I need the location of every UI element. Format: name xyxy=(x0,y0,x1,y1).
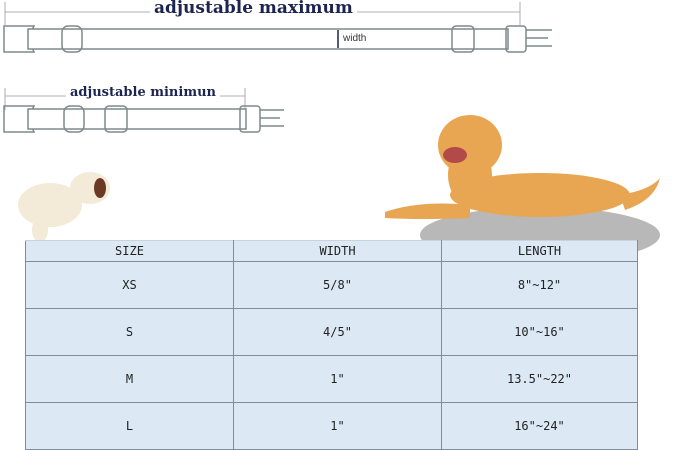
puppy-illustration xyxy=(18,172,110,242)
collar-min xyxy=(3,88,284,133)
cell-size: L xyxy=(25,402,234,450)
table-row: L 1" 16"~24" xyxy=(25,402,638,450)
size-table: SIZE WIDTH LENGTH XS 5/8" 8"~12" S 4/5" … xyxy=(25,240,638,450)
cell-length: 10"~16" xyxy=(441,308,638,356)
golden-dog-illustration xyxy=(385,115,660,219)
cell-size: S xyxy=(25,308,234,356)
cell-width: 5/8" xyxy=(233,261,442,309)
table-row: M 1" 13.5"~22" xyxy=(25,355,638,403)
table-row: XS 5/8" 8"~12" xyxy=(25,261,638,309)
collar-max xyxy=(3,2,552,53)
adjustable-minimum-label: adjustable minimun xyxy=(66,85,220,100)
adjustable-maximum-label: adjustable maximum xyxy=(150,0,357,18)
width-label: width xyxy=(343,33,367,44)
header-size: SIZE xyxy=(25,240,234,262)
table-header-row: SIZE WIDTH LENGTH xyxy=(25,240,638,262)
cell-size: M xyxy=(25,355,234,403)
cell-width: 1" xyxy=(233,355,442,403)
header-width: WIDTH xyxy=(233,240,442,262)
cell-length: 8"~12" xyxy=(441,261,638,309)
cell-length: 13.5"~22" xyxy=(441,355,638,403)
table-row: S 4/5" 10"~16" xyxy=(25,308,638,356)
cell-length: 16"~24" xyxy=(441,402,638,450)
header-length: LENGTH xyxy=(441,240,638,262)
cell-width: 1" xyxy=(233,402,442,450)
cell-width: 4/5" xyxy=(233,308,442,356)
cell-size: XS xyxy=(25,261,234,309)
